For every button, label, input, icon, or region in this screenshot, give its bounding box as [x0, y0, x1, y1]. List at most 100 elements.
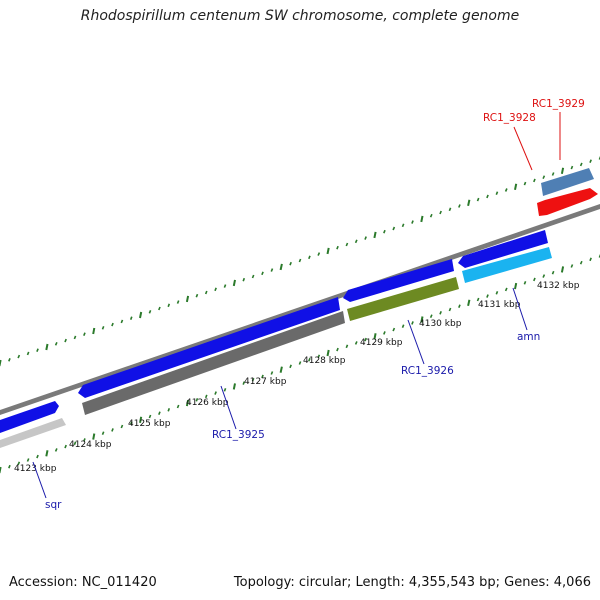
- outer-ruler-tick: [579, 162, 583, 167]
- outer-ruler-tick: [139, 311, 143, 319]
- outer-ruler-tick: [242, 277, 246, 282]
- inner-ruler-tick: [129, 421, 133, 425]
- tick-label: 4127 kbp: [244, 377, 287, 387]
- gene-label-amn: amn: [517, 331, 540, 343]
- outer-ruler-tick: [176, 300, 180, 304]
- inner-ruler-tick: [439, 311, 442, 315]
- inner-ruler-tick: [411, 321, 414, 325]
- inner-ruler-tick: [83, 438, 86, 442]
- inner-ruler-tick: [420, 316, 424, 323]
- inner-ruler-tick: [317, 354, 321, 359]
- outer-ruler-tick: [64, 338, 67, 343]
- inner-ruler-tick: [336, 347, 339, 352]
- inner-ruler-tick: [111, 428, 114, 432]
- tick-label: 4129 kbp: [360, 338, 403, 348]
- map-title: Rhodospirillum centenum SW chromosome, c…: [80, 8, 520, 24]
- outer-ruler-tick: [111, 322, 114, 327]
- gene-feature-rc1-3925-reverse[interactable]: [82, 311, 345, 415]
- inner-ruler-tick: [45, 450, 49, 457]
- accession-text: Accession: NC_011420: [9, 575, 157, 590]
- outer-ruler-tick: [26, 351, 30, 356]
- outer-ruler-tick: [8, 358, 11, 362]
- inner-ruler-tick: [185, 399, 190, 407]
- outer-ruler-tick: [289, 261, 292, 266]
- tick-label: 4130 kbp: [419, 319, 462, 329]
- gene-feature-amn-reverse[interactable]: [462, 247, 552, 283]
- inner-ruler-tick: [139, 416, 143, 423]
- outer-ruler-tick: [214, 287, 217, 292]
- outer-ruler-tick: [429, 213, 433, 218]
- inner-ruler-tick: [298, 361, 302, 365]
- inner-ruler-tick: [570, 264, 574, 268]
- gene-label-rc1-3928: RC1_3928: [483, 112, 536, 124]
- gene-feature-rc1-3928[interactable]: [537, 188, 598, 216]
- outer-ruler-tick: [542, 175, 546, 180]
- inner-ruler-tick: [373, 333, 377, 340]
- outer-ruler-tick: [317, 252, 321, 256]
- gene-feature-rc1-3926-forward[interactable]: [343, 259, 454, 302]
- tick-label: 4131 kbp: [478, 300, 521, 310]
- gene-feature-rc1-3929[interactable]: [541, 168, 594, 196]
- outer-ruler-tick: [411, 220, 414, 224]
- outer-ruler-tick: [148, 310, 152, 314]
- outer-ruler-tick: [570, 165, 574, 170]
- outer-ruler-tick: [420, 215, 424, 223]
- outer-ruler-tick: [354, 239, 358, 244]
- inner-ruler-tick: [589, 257, 592, 262]
- inner-dotted-ruler: [0, 254, 600, 474]
- outer-ruler-tick: [83, 332, 86, 336]
- inner-ruler-tick: [354, 341, 358, 345]
- inner-ruler-tick: [101, 431, 105, 435]
- inner-ruler-tick: [345, 344, 349, 349]
- outer-ruler-tick: [476, 197, 480, 202]
- tick-label: 4132 kbp: [537, 281, 580, 291]
- gene-leader-lines: [32, 112, 561, 499]
- gene-feature-sqr-reverse[interactable]: [0, 418, 66, 448]
- gene-label-rc1-3929: RC1_3929: [532, 98, 585, 110]
- inner-ruler-tick: [176, 404, 180, 409]
- tick-label: 4124 kbp: [69, 440, 112, 450]
- outer-ruler-tick: [589, 159, 592, 163]
- outer-ruler-tick: [298, 258, 302, 263]
- inner-ruler-tick: [308, 357, 311, 362]
- outer-ruler-tick: [270, 268, 274, 272]
- outer-ruler-tick: [0, 359, 2, 367]
- outer-ruler-tick: [167, 303, 171, 308]
- outer-ruler-tick: [261, 271, 264, 276]
- gene-feature-sqr-forward[interactable]: [0, 401, 59, 433]
- outer-ruler-tick: [326, 247, 330, 255]
- inner-ruler-tick: [383, 331, 386, 335]
- outer-ruler-tick: [439, 210, 442, 215]
- gene-feature-rc1-3925-forward[interactable]: [78, 297, 340, 398]
- outer-ruler-tick: [560, 167, 565, 174]
- inner-ruler-tick: [448, 307, 452, 312]
- outer-ruler-tick: [158, 306, 161, 311]
- outer-ruler-tick: [232, 279, 236, 287]
- inner-ruler-tick: [195, 398, 199, 402]
- outer-ruler-tick: [392, 226, 396, 231]
- gene-feature-rc1-3926-reverse[interactable]: [347, 277, 459, 321]
- inner-ruler-tick: [204, 394, 208, 399]
- outer-dotted-ruler: [0, 156, 600, 367]
- inner-ruler-tick: [8, 464, 11, 469]
- outer-ruler-tick: [92, 327, 96, 335]
- outer-ruler-tick: [185, 295, 190, 303]
- inner-ruler-tick: [467, 299, 471, 307]
- inner-ruler-tick: [64, 444, 67, 449]
- outer-ruler-tick: [523, 181, 527, 186]
- outer-ruler-tick: [73, 335, 77, 340]
- outer-ruler-tick: [251, 274, 255, 279]
- outer-ruler-tick: [345, 242, 349, 247]
- outer-ruler-tick: [401, 223, 405, 228]
- outer-ruler-tick: [373, 231, 377, 239]
- inner-ruler-tick: [476, 297, 480, 302]
- inner-ruler-tick: [533, 277, 536, 282]
- inner-ruler-tick: [148, 414, 152, 419]
- outer-ruler-tick: [17, 354, 21, 359]
- inner-ruler-tick: [279, 366, 283, 373]
- inner-ruler-tick: [495, 291, 499, 295]
- inner-ruler-tick: [551, 270, 555, 275]
- gene-feature-amn-forward[interactable]: [458, 230, 548, 268]
